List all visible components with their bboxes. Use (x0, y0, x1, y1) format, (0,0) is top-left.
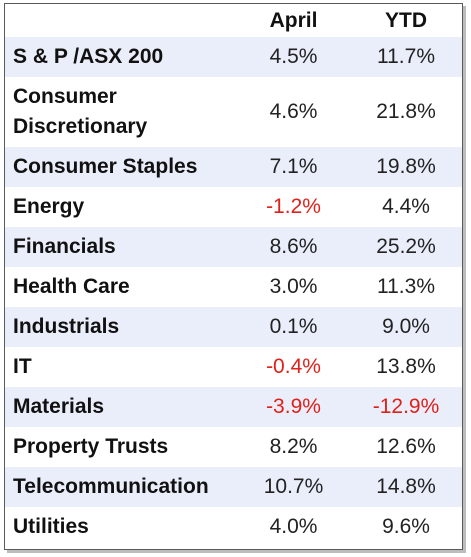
row-label: Industrials (5, 307, 237, 347)
table-row: Telecommunication 10.7% 14.8% (5, 467, 462, 507)
row-label: Energy (13, 195, 85, 218)
value-ytd: -12.9% (350, 387, 462, 427)
value-april: 8.2% (269, 435, 318, 458)
value-april: 4.6% (269, 100, 318, 123)
table-row: Materials -3.9% -12.9% (5, 387, 462, 427)
table-row: Industrials 0.1% 9.0% (5, 307, 462, 347)
row-label: S & P /ASX 200 (5, 37, 237, 77)
row-label-line: Discretionary (13, 115, 148, 138)
table-row: Utilities 4.0% 9.6% (5, 507, 462, 547)
value-ytd: 4.4% (382, 195, 430, 218)
value-april: 3.0% (269, 275, 318, 298)
table-row: Consumer Staples 7.1% 19.8% (5, 147, 462, 187)
value-april: 10.7% (237, 467, 350, 507)
value-ytd: 11.3% (377, 275, 435, 298)
row-label-line: Consumer (13, 85, 117, 108)
row-label: Utilities (13, 515, 89, 538)
returns-table-frame: April YTD S & P /ASX 200 4.5% 11.7% Consume… (4, 3, 463, 550)
returns-table: April YTD S & P /ASX 200 4.5% 11.7% Consume… (5, 4, 462, 547)
table-body: S & P /ASX 200 4.5% 11.7% Consumer Discretio… (5, 37, 462, 547)
value-ytd: 25.2% (350, 227, 462, 267)
row-label: IT (13, 355, 32, 378)
value-april: 0.1% (237, 307, 350, 347)
row-label: Health Care (13, 275, 130, 298)
value-april: -0.4% (266, 355, 321, 378)
row-label: Consumer Staples (5, 147, 237, 187)
header-blank (5, 4, 237, 37)
value-ytd: 19.8% (350, 147, 462, 187)
column-header-april: April (237, 4, 350, 37)
row-label: Property Trusts (13, 435, 169, 458)
value-april: 4.5% (237, 37, 350, 77)
table-row: Energy -1.2% 4.4% (5, 187, 462, 227)
table-row: Health Care 3.0% 11.3% (5, 267, 462, 307)
row-label: Materials (5, 387, 237, 427)
row-label: Financials (5, 227, 237, 267)
value-ytd: 21.8% (376, 100, 436, 123)
column-header-ytd: YTD (350, 4, 462, 37)
value-ytd: 13.8% (376, 355, 436, 378)
value-ytd: 12.6% (376, 435, 436, 458)
value-april: 4.0% (269, 515, 318, 538)
value-ytd: 9.0% (350, 307, 462, 347)
table-header-row: April YTD (5, 4, 462, 37)
row-label: Telecommunication (5, 467, 237, 507)
value-ytd: 9.6% (382, 515, 430, 538)
value-ytd: 11.7% (350, 37, 462, 77)
table-row: S & P /ASX 200 4.5% 11.7% (5, 37, 462, 77)
value-ytd: 14.8% (350, 467, 462, 507)
value-april: -1.2% (266, 195, 321, 218)
row-label: Consumer Discretionary (5, 77, 237, 147)
value-april: 8.6% (237, 227, 350, 267)
value-april: 7.1% (237, 147, 350, 187)
table-row: IT -0.4% 13.8% (5, 347, 462, 387)
table-row: Consumer Discretionary 4.6% 21.8% (5, 77, 462, 147)
value-april: -3.9% (237, 387, 350, 427)
table-row: Property Trusts 8.2% 12.6% (5, 427, 462, 467)
table-row: Financials 8.6% 25.2% (5, 227, 462, 267)
